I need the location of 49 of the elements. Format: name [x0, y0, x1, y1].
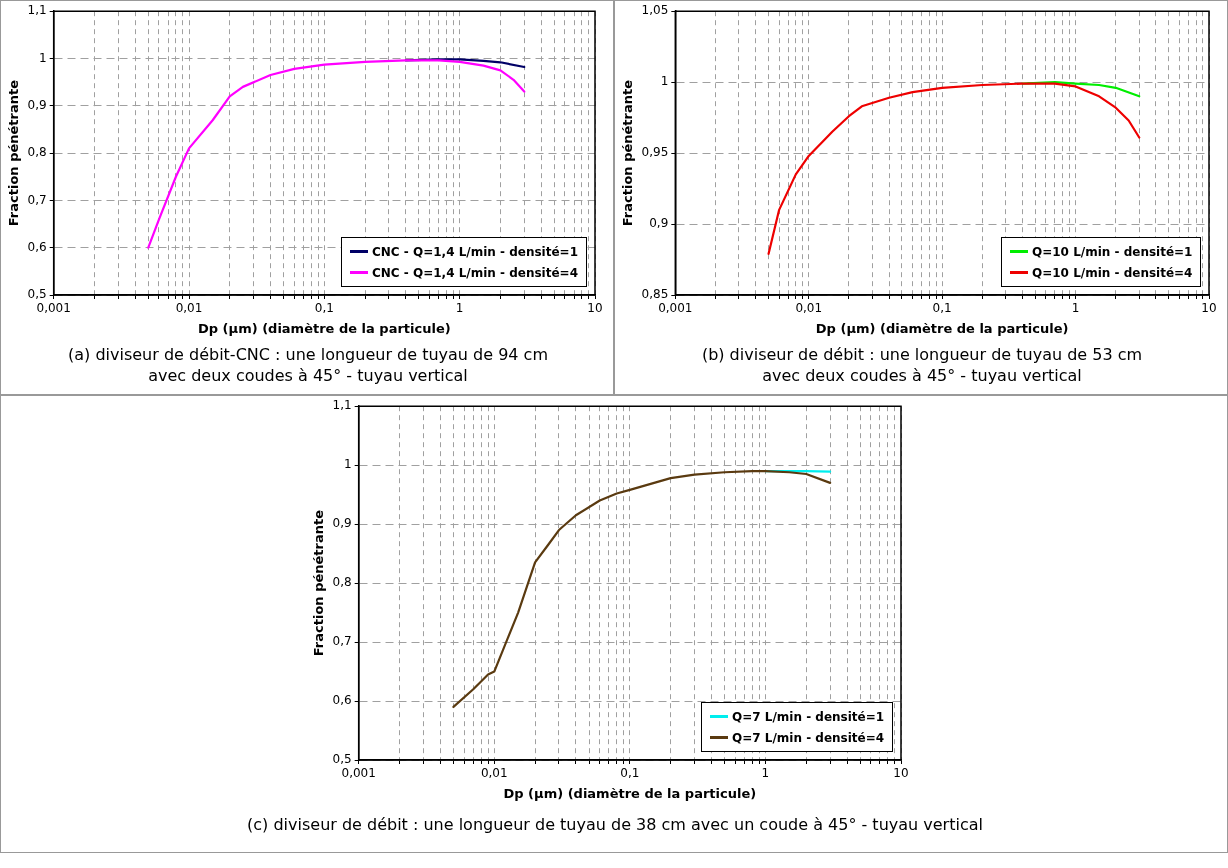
y-tick-label: 0,85 — [641, 287, 669, 302]
x-tick-label: 0,001 — [341, 766, 376, 781]
y-axis-title: Fraction pénétrante — [620, 79, 636, 227]
y-tick-label: 0,8 — [27, 145, 47, 160]
x-tick-label: 0,001 — [658, 301, 693, 316]
y-tick-label: 0,7 — [332, 634, 352, 649]
legend-label: Q=7 L/min - densité=4 — [732, 730, 885, 745]
x-tick-label: 0,001 — [36, 301, 71, 316]
legend-label: Q=7 L/min - densité=1 — [732, 709, 885, 724]
y-axis-title: Fraction pénétrante — [6, 79, 22, 227]
y-tick-label: 0,6 — [332, 693, 352, 708]
y-tick-label: 0,9 — [332, 516, 352, 531]
x-tick-label: 0,1 — [932, 301, 952, 316]
y-tick-label: 0,9 — [649, 216, 669, 231]
legend-label: CNC - Q=1,4 L/min - densité=1 — [372, 244, 579, 259]
y-tick-label: 0,95 — [641, 145, 669, 160]
text: (c) diviseur de débit : une longueur de tuyau de 38 cm avec un coude à 45° - tuyau vertical — [246, 814, 984, 835]
y-tick-label: 0,6 — [27, 239, 47, 254]
y-tick-label: 0,5 — [27, 287, 47, 302]
y-tick-label: 0,7 — [27, 192, 47, 207]
y-tick-label: 1 — [660, 74, 669, 89]
x-tick-label: 0,01 — [480, 766, 508, 781]
x-tick-label: 1 — [761, 766, 770, 781]
x-tick-label: 0,01 — [175, 301, 203, 316]
y-axis-title: Fraction pénétrante — [311, 509, 327, 657]
x-tick-label: 10 — [893, 766, 909, 781]
legend-label: Q=10 L/min - densité=1 — [1032, 244, 1193, 259]
legend-label: Q=10 L/min - densité=4 — [1032, 265, 1193, 280]
x-axis-title: Dp (µm) (diamètre de la particule) — [198, 320, 451, 336]
y-tick-label: 1,1 — [27, 3, 47, 18]
x-axis-title: Dp (µm) (diamètre de la particule) — [815, 320, 1069, 336]
legend-label: CNC - Q=1,4 L/min - densité=4 — [372, 265, 579, 280]
x-tick-label: 10 — [1201, 301, 1217, 316]
y-tick-label: 1,1 — [332, 398, 352, 413]
y-tick-label: 0,9 — [27, 97, 47, 112]
text: (a) diviseur de débit-CNC : une longueur de tuyau de 94 cm avec deux coudes à 45° - tuyau vertical — [68, 344, 548, 386]
y-tick-label: 1,05 — [641, 3, 669, 18]
x-tick-label: 0,01 — [795, 301, 823, 316]
x-tick-label: 1 — [1071, 301, 1080, 316]
text: (b) diviseur de débit : une longueur de tuyau de 53 cm avec deux coudes à 45° - tuyau vertical — [700, 344, 1144, 386]
y-tick-label: 0,5 — [332, 752, 352, 767]
y-tick-label: 1 — [344, 457, 352, 472]
x-tick-label: 0,1 — [620, 766, 640, 781]
y-tick-label: 1 — [39, 50, 47, 65]
x-tick-label: 0,1 — [314, 301, 334, 316]
x-axis-title: Dp (µm) (diamètre de la particule) — [503, 785, 757, 801]
x-tick-label: 10 — [587, 301, 603, 316]
x-tick-label: 1 — [455, 301, 464, 316]
y-tick-label: 0,8 — [332, 575, 352, 590]
